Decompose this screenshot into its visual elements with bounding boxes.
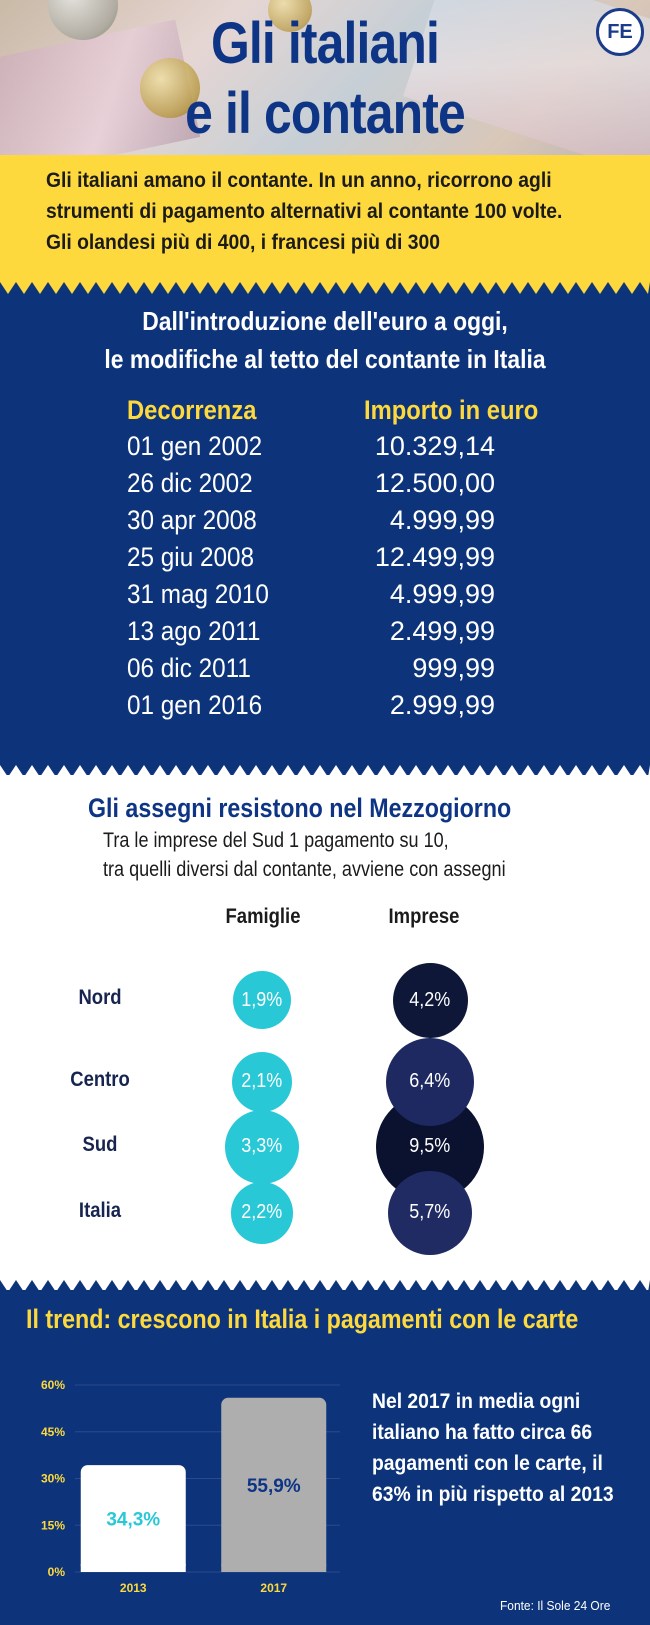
cheques-title: Gli assegni resistono nel Mezzogiorno — [88, 793, 512, 823]
cash-row-amount: 4.999,99 — [389, 505, 495, 535]
cash-row-date: 13 ago 2011 — [127, 616, 261, 646]
trend-section: Il trend: crescono in Italia i pagamenti… — [0, 1290, 650, 1625]
intro-text: Gli italiani amano il contante. In un an… — [46, 169, 563, 254]
y-tick-label: 30% — [41, 1472, 65, 1486]
cash-row-date: 01 gen 2016 — [127, 690, 263, 720]
cash-row-date: 26 dic 2002 — [127, 468, 253, 498]
cash-heading-line2: le modifiche al tetto del contante in It… — [104, 344, 546, 374]
cash-row-date: 25 giu 2008 — [127, 542, 255, 572]
families-bubble: 2,1% — [231, 1051, 293, 1113]
trend-text: Nel 2017 in media ogni italiano ha fatto… — [372, 1390, 614, 1506]
y-tick-label: 45% — [41, 1425, 65, 1439]
page-title-line2: e il contante — [185, 81, 466, 146]
families-value: 2,1% — [241, 1070, 283, 1093]
region-label: Nord — [78, 986, 122, 1009]
x-tick-label: 2013 — [120, 1581, 147, 1595]
families-value: 3,3% — [241, 1135, 283, 1158]
cash-row-amount: 2.499,99 — [389, 616, 495, 646]
bar-value-label: 55,9% — [247, 1476, 301, 1497]
page-title-line1: Gli italiani — [210, 11, 440, 76]
region-label: Italia — [78, 1199, 122, 1222]
zigzag-divider — [0, 282, 650, 298]
families-value: 2,2% — [241, 1201, 283, 1224]
families-bubble: 2,2% — [231, 1182, 293, 1244]
companies-bubble: 5,7% — [387, 1170, 473, 1256]
brand-logo[interactable]: FE — [596, 8, 644, 56]
companies-bubble: 4,2% — [392, 962, 468, 1038]
families-value: 1,9% — [241, 988, 283, 1011]
cash-limits-section: Dall'introduzione dell'euro a oggi, le m… — [0, 295, 650, 765]
companies-bubble: 6,4% — [385, 1037, 475, 1127]
region-label: Sud — [82, 1133, 118, 1156]
coin-image — [140, 58, 200, 118]
cash-row-date: 31 mag 2010 — [127, 579, 269, 609]
companies-value: 5,7% — [409, 1201, 451, 1224]
column-header-date: Decorrenza — [127, 395, 257, 425]
companies-value: 6,4% — [409, 1070, 451, 1093]
header-banner: Gli italiani e il contante FE — [0, 0, 650, 155]
card-payments-bar-chart: 0% 15% 30% 45% 60% 34,3% 2013 55,9% 2017 — [41, 1378, 340, 1595]
column-header-amount: Importo in euro — [364, 395, 539, 425]
cash-row-date: 06 dic 2011 — [127, 653, 251, 683]
intro-panel: Gli italiani amano il contante. In un an… — [0, 155, 650, 285]
cheques-subtitle-line1: Tra le imprese del Sud 1 pagamento su 10… — [103, 829, 449, 852]
bar — [80, 1465, 186, 1572]
cash-row-amount: 4.999,99 — [389, 579, 495, 609]
cash-row-amount: 12.499,99 — [374, 542, 495, 572]
companies-value: 4,2% — [409, 988, 451, 1011]
cash-row-amount: 2.999,99 — [389, 690, 495, 720]
bar-value-label: 34,3% — [106, 1510, 160, 1531]
bar-base — [221, 1564, 327, 1572]
companies-value: 9,5% — [409, 1135, 451, 1158]
y-tick-label: 0% — [48, 1565, 66, 1579]
bar — [221, 1397, 327, 1572]
cash-heading-line1: Dall'introduzione dell'euro a oggi, — [142, 306, 508, 336]
region-label: Centro — [70, 1068, 130, 1091]
cash-row-date: 01 gen 2002 — [127, 431, 263, 461]
trend-heading: Il trend: crescono in Italia i pagamenti… — [26, 1304, 579, 1334]
cash-row-amount: 12.500,00 — [374, 468, 495, 498]
bar-base — [80, 1564, 186, 1572]
source-note: Fonte: Il Sole 24 Ore — [500, 1598, 611, 1613]
cash-row-amount: 10.329,14 — [374, 431, 495, 461]
logo-text: FE — [607, 20, 633, 43]
cash-row-date: 30 apr 2008 — [127, 505, 257, 535]
y-tick-label: 60% — [41, 1378, 65, 1392]
cheques-subtitle-line2: tra quelli diversi dal contante, avviene… — [103, 858, 506, 881]
column-header-families: Famiglie — [225, 905, 301, 928]
cash-row-amount: 999,99 — [412, 653, 495, 683]
column-header-companies: Imprese — [388, 905, 460, 928]
families-bubble: 3,3% — [224, 1109, 300, 1185]
families-bubble: 1,9% — [233, 971, 291, 1029]
cheques-section: Gli assegni resistono nel Mezzogiorno Tr… — [0, 775, 650, 1280]
y-tick-label: 15% — [41, 1518, 65, 1532]
x-tick-label: 2017 — [260, 1581, 287, 1595]
